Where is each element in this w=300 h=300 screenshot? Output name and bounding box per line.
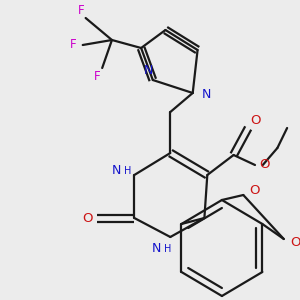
Text: N: N [112, 164, 122, 178]
Text: N: N [152, 242, 161, 256]
Text: O: O [251, 113, 261, 127]
Text: O: O [260, 158, 270, 172]
Text: O: O [290, 236, 300, 250]
Text: O: O [82, 212, 93, 224]
Text: N: N [202, 88, 211, 101]
Text: F: F [94, 70, 101, 83]
Text: F: F [77, 4, 84, 16]
Text: H: H [164, 244, 171, 254]
Text: N: N [143, 64, 153, 77]
Text: F: F [70, 38, 76, 52]
Text: O: O [250, 184, 260, 197]
Text: H: H [124, 166, 131, 176]
